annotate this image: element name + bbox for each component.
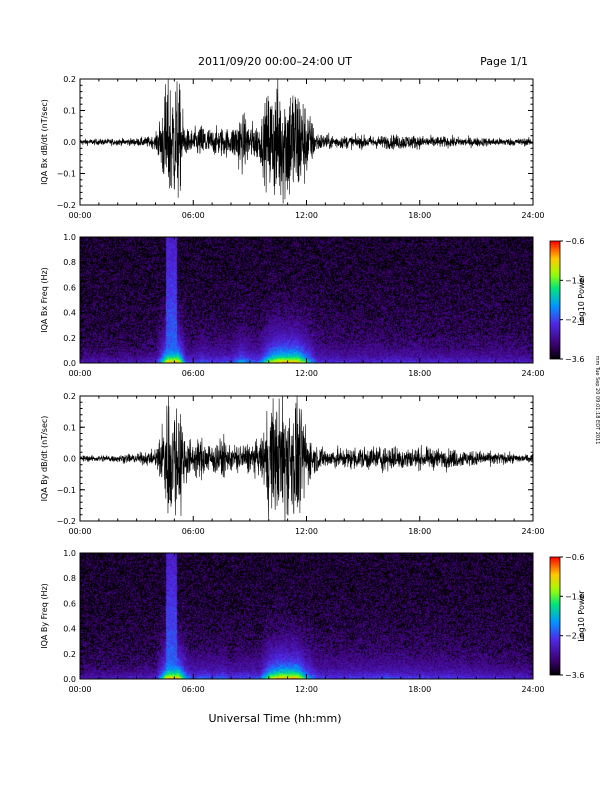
- x-tick-label: 18:00: [408, 211, 431, 220]
- colorbar-tick-label: −1.6: [565, 592, 584, 601]
- panel-4-axes: 00:00 06:00 12:00 18:00 24:00 0.0 0.2 0.4 0.6 0.8…: [40, 549, 545, 694]
- panel-3-waveform: [80, 396, 533, 521]
- y-tick-label: 1.0: [63, 233, 76, 242]
- x-tick-label: 06:00: [182, 685, 205, 694]
- colorbar-scale: [549, 556, 561, 676]
- side-timestamp-note: mm Tue Sep 20 09:01:18 EDT 2011: [594, 356, 600, 445]
- y-tick-label: −0.1: [57, 486, 76, 495]
- colorbar-tick-label: −3.6: [565, 355, 584, 364]
- x-tick-label: 24:00: [521, 527, 544, 536]
- x-tick-label: 18:00: [408, 369, 431, 378]
- y-tick-label: 0.1: [63, 107, 76, 116]
- y-tick-label: 0.0: [63, 359, 76, 368]
- figure-title: 2011/09/20 00:00–24:00 UT: [198, 55, 352, 68]
- x-tick-label: 00:00: [68, 369, 91, 378]
- colorbar-tick-label: −3.6: [565, 671, 584, 680]
- colorbar-scale: [549, 240, 561, 360]
- x-tick-label: 12:00: [295, 527, 318, 536]
- y-axis-label: IQA Bx dB/dt (nT/sec): [40, 99, 49, 185]
- y-tick-label: 1.0: [63, 549, 76, 558]
- x-tick-label: 00:00: [68, 211, 91, 220]
- x-tick-label: 24:00: [521, 369, 544, 378]
- page-indicator: Page 1/1: [480, 55, 528, 68]
- x-tick-label: 06:00: [182, 369, 205, 378]
- x-tick-label: 06:00: [182, 211, 205, 220]
- x-tick-label: 12:00: [295, 211, 318, 220]
- colorbar-label: Log10 Power: [577, 590, 586, 642]
- panel-2-colorbar: −0.6 −1.6 −2.6 −3.6 Log10 Power: [549, 237, 586, 364]
- colorbar-tick-label: −2.6: [565, 632, 584, 641]
- panel-2-spectrogram: [80, 237, 533, 363]
- y-tick-label: −0.2: [57, 517, 76, 526]
- panel-4-spectrogram: [80, 553, 533, 679]
- y-tick-label: −0.2: [57, 201, 76, 210]
- x-tick-label: 00:00: [68, 527, 91, 536]
- panel-2-axes: 00:00 06:00 12:00 18:00 24:00 0.0 0.2 0.4 0.6 0.8…: [40, 233, 545, 378]
- waveform-line: [80, 396, 533, 521]
- y-tick-label: 0.4: [63, 309, 76, 318]
- colorbar-tick-label: −0.6: [565, 553, 584, 562]
- x-tick-label: 24:00: [521, 685, 544, 694]
- colorbar-tick-label: −1.6: [565, 276, 584, 285]
- x-axis-title: Universal Time (hh:mm): [209, 712, 342, 725]
- panel-1-waveform: [80, 79, 533, 204]
- y-tick-label: 0.0: [63, 138, 76, 147]
- panel-3-axes: 00:00 06:00 12:00 18:00 24:00 −0.2 −0.1 0.0 0.1 0…: [40, 392, 545, 536]
- colorbar-tick-label: −2.6: [565, 316, 584, 325]
- x-tick-label: 18:00: [408, 527, 431, 536]
- colorbar-label: Log10 Power: [577, 274, 586, 326]
- y-tick-label: 0.8: [63, 258, 76, 267]
- y-tick-label: 0.8: [63, 574, 76, 583]
- y-tick-label: 0.6: [63, 283, 76, 292]
- y-tick-label: 0.2: [63, 75, 76, 84]
- x-tick-label: 12:00: [295, 685, 318, 694]
- y-tick-label: −0.1: [57, 170, 76, 179]
- panel-1-axes: 00:00 06:00 12:00 18:00 24:00 −0.2 −0.1 0.0 0.1 0…: [40, 75, 545, 220]
- x-tick-label: 12:00: [295, 369, 318, 378]
- panel-4-colorbar: −0.6 −1.6 −2.6 −3.6 Log10 Power: [549, 553, 586, 680]
- y-tick-label: 0.2: [63, 650, 76, 659]
- waveform-line: [80, 79, 533, 204]
- x-tick-label: 18:00: [408, 685, 431, 694]
- y-tick-label: 0.4: [63, 625, 76, 634]
- y-axis-label: IQA By dB/dt (nT/sec): [40, 416, 49, 502]
- y-tick-label: 0.1: [63, 423, 76, 432]
- y-tick-label: 0.0: [63, 675, 76, 684]
- x-tick-label: 24:00: [521, 211, 544, 220]
- y-tick-label: 0.0: [63, 455, 76, 464]
- y-tick-label: 0.6: [63, 599, 76, 608]
- y-axis-label: IQA Bx Freq (Hz): [40, 267, 49, 333]
- colorbar-tick-label: −0.6: [565, 237, 584, 246]
- x-tick-label: 06:00: [182, 527, 205, 536]
- y-tick-label: 0.2: [63, 334, 76, 343]
- y-axis-label: IQA By Freq (Hz): [40, 583, 49, 649]
- y-tick-label: 0.2: [63, 392, 76, 401]
- x-tick-label: 00:00: [68, 685, 91, 694]
